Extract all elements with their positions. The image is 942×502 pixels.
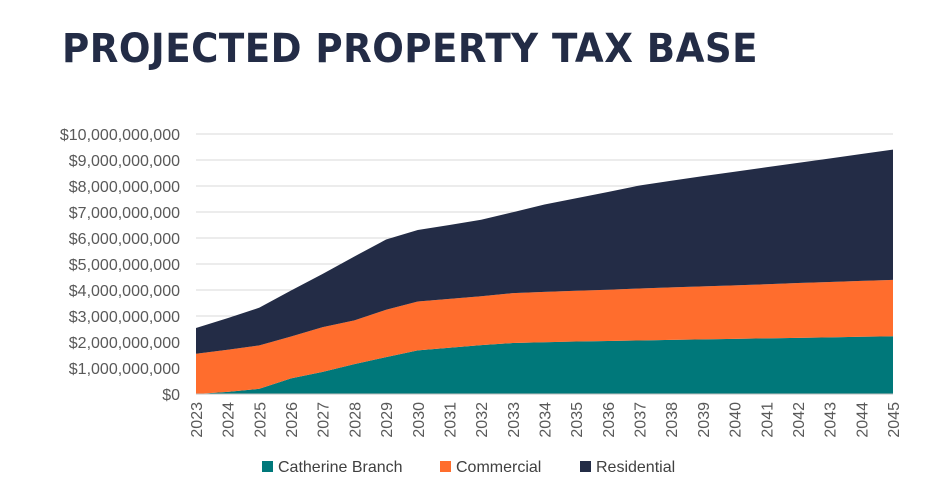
x-tick-label: 2025: [252, 402, 269, 438]
x-tick-label: 2045: [886, 402, 903, 438]
y-tick-label: $7,000,000,000: [69, 205, 180, 222]
x-tick-label: 2032: [474, 402, 491, 438]
x-tick-label: 2024: [221, 402, 238, 438]
x-tick-label: 2042: [791, 402, 808, 438]
area-residential: [196, 149, 893, 354]
x-tick-label: 2041: [759, 402, 776, 438]
x-tick-label: 2033: [506, 402, 523, 438]
x-tick-label: 2038: [664, 402, 681, 438]
area-commercial: [196, 279, 893, 394]
y-tick-label: $3,000,000,000: [69, 309, 180, 326]
x-tick-label: 2035: [569, 402, 586, 438]
y-tick-label: $9,000,000,000: [69, 153, 180, 170]
area-catherine-branch: [196, 336, 893, 394]
y-tick-label: $0: [162, 387, 180, 404]
y-tick-label: $2,000,000,000: [69, 335, 180, 352]
legend-label: Commercial: [456, 459, 541, 476]
legend-label: Catherine Branch: [278, 459, 403, 476]
legend-label: Residential: [596, 459, 675, 476]
legend-swatch: [262, 461, 273, 472]
y-tick-label: $6,000,000,000: [69, 231, 180, 248]
x-tick-label: 2029: [379, 402, 396, 438]
x-tick-label: 2034: [538, 402, 555, 438]
x-tick-label: 2026: [284, 402, 301, 438]
x-tick-label: 2036: [601, 402, 618, 438]
y-tick-label: $1,000,000,000: [69, 361, 180, 378]
x-tick-label: 2044: [854, 402, 871, 438]
y-tick-label: $5,000,000,000: [69, 257, 180, 274]
legend-swatch: [440, 461, 451, 472]
x-tick-label: 2027: [316, 402, 333, 438]
y-tick-label: $4,000,000,000: [69, 283, 180, 300]
x-tick-label: 2023: [189, 402, 206, 438]
legend-swatch: [580, 461, 591, 472]
x-tick-label: 2039: [696, 402, 713, 438]
x-tick-label: 2031: [442, 402, 459, 438]
x-tick-label: 2028: [347, 402, 364, 438]
y-tick-label: $10,000,000,000: [60, 127, 180, 144]
chart-title: PROJECTED PROPERTY TAX BASE: [62, 26, 758, 72]
x-tick-label: 2030: [411, 402, 428, 438]
x-tick-label: 2040: [728, 402, 745, 438]
x-tick-label: 2043: [823, 402, 840, 438]
x-tick-label: 2037: [633, 402, 650, 438]
y-tick-label: $8,000,000,000: [69, 179, 180, 196]
